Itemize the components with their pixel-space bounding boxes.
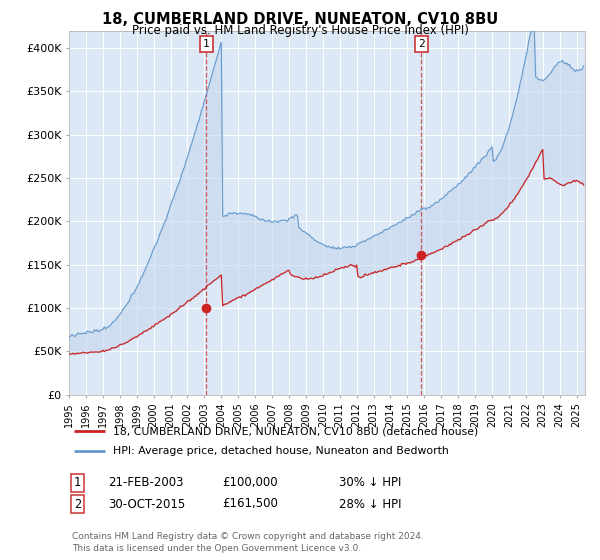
Text: 18, CUMBERLAND DRIVE, NUNEATON, CV10 8BU: 18, CUMBERLAND DRIVE, NUNEATON, CV10 8BU xyxy=(102,12,498,27)
Text: 1: 1 xyxy=(203,39,210,49)
Text: £100,000: £100,000 xyxy=(222,476,278,489)
Text: £161,500: £161,500 xyxy=(222,497,278,511)
Text: 1: 1 xyxy=(74,476,81,489)
Text: Price paid vs. HM Land Registry's House Price Index (HPI): Price paid vs. HM Land Registry's House … xyxy=(131,24,469,36)
Text: 28% ↓ HPI: 28% ↓ HPI xyxy=(339,497,401,511)
Text: 18, CUMBERLAND DRIVE, NUNEATON, CV10 8BU (detached house): 18, CUMBERLAND DRIVE, NUNEATON, CV10 8BU… xyxy=(113,426,478,436)
Text: 30% ↓ HPI: 30% ↓ HPI xyxy=(339,476,401,489)
Text: HPI: Average price, detached house, Nuneaton and Bedworth: HPI: Average price, detached house, Nune… xyxy=(113,446,449,456)
Text: Contains HM Land Registry data © Crown copyright and database right 2024.
This d: Contains HM Land Registry data © Crown c… xyxy=(72,533,424,553)
Text: 30-OCT-2015: 30-OCT-2015 xyxy=(108,497,185,511)
Text: 2: 2 xyxy=(418,39,425,49)
Text: 21-FEB-2003: 21-FEB-2003 xyxy=(108,476,184,489)
Text: 2: 2 xyxy=(74,497,81,511)
